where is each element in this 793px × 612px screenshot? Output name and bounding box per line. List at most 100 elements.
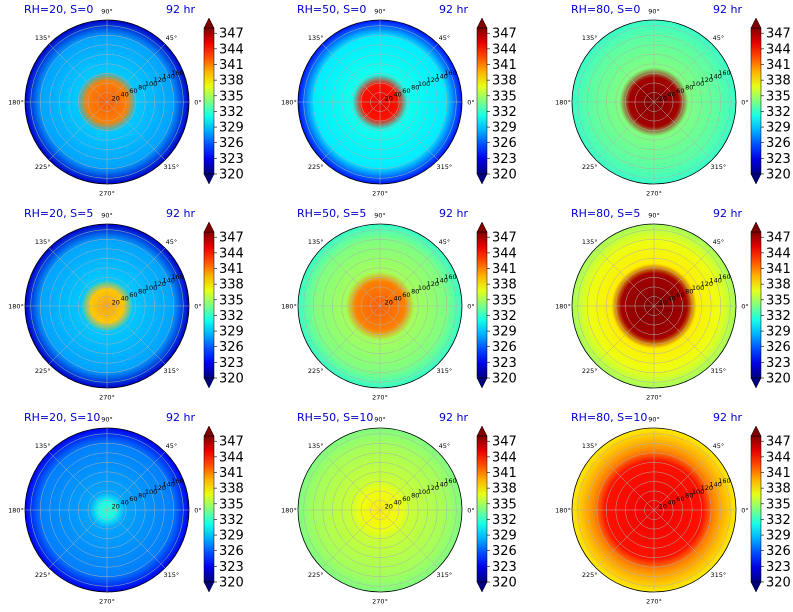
radius-tick-label: 160 — [718, 477, 730, 485]
angle-tick-label: 45° — [713, 442, 725, 450]
angle-tick-label: 225° — [582, 367, 598, 375]
colorbar-tick-label: 332 — [766, 513, 791, 528]
angular-grid-line — [653, 43, 713, 103]
polar-panel: RH=20, S=0 92 hr 90° 45° 0° 315° 270° 225° 180° 1… — [0, 0, 264, 204]
radius-tick-label: 80 — [685, 491, 693, 499]
angle-tick-label: 270° — [99, 598, 115, 606]
colorbar-tick-label: 344 — [766, 246, 791, 261]
colorbar-tick-label: 323 — [492, 356, 517, 371]
angular-grid-line — [379, 509, 439, 569]
colorbar-tick-label: 320 — [766, 372, 791, 387]
angle-tick-label: 180° — [281, 99, 297, 107]
panel-title: RH=80, S=10 — [571, 411, 648, 424]
radius-tick-label: 40 — [393, 499, 401, 507]
angle-tick-label: 0° — [467, 303, 474, 311]
radius-tick-label: 40 — [393, 91, 401, 99]
colorbar-tick-label: 338 — [766, 74, 791, 89]
radius-tick-label: 40 — [120, 499, 128, 507]
radius-tick-label: 160 — [444, 273, 456, 281]
panel-title: RH=20, S=0 — [24, 3, 94, 16]
angle-tick-label: 0° — [741, 507, 748, 515]
radius-tick-label: 40 — [667, 91, 675, 99]
radius-tick-label: 120 — [427, 280, 439, 288]
radius-tick-label: 140 — [162, 72, 174, 80]
angle-tick-label: 0° — [194, 507, 201, 515]
angular-grid-line — [379, 305, 439, 365]
radius-tick-label: 160 — [444, 477, 456, 485]
colorbar-extend-min — [750, 377, 762, 389]
angle-tick-label: 315° — [437, 163, 453, 171]
radius-tick-label: 140 — [709, 72, 721, 80]
colorbar — [750, 435, 762, 583]
radius-tick-label: 140 — [435, 72, 447, 80]
angle-tick-label: 45° — [166, 442, 178, 450]
colorbar-tick-label: 329 — [219, 529, 244, 544]
radius-tick-label: 160 — [171, 69, 183, 77]
colorbar — [476, 231, 488, 379]
radius-tick-label: 20 — [385, 502, 393, 510]
angle-tick-label: 225° — [308, 571, 324, 579]
colorbar-tick-label: 329 — [766, 529, 791, 544]
polar-panel: RH=50, S=5 92 hr 90° 45° 0° 315° 270° 225° 180° 1… — [273, 204, 537, 408]
angle-tick-label: 0° — [194, 99, 201, 107]
radius-tick-label: 20 — [112, 94, 120, 102]
colorbar-tick-label: 326 — [492, 340, 517, 355]
angular-grid-line — [595, 101, 655, 161]
colorbar — [476, 27, 488, 175]
colorbar-tick-label: 329 — [492, 529, 517, 544]
panel-title: RH=50, S=10 — [297, 411, 374, 424]
angle-tick-label: 90° — [374, 8, 386, 16]
radius-tick-label: 60 — [402, 87, 410, 95]
colorbar-extend-max — [203, 425, 215, 437]
colorbar-tick-label: 344 — [492, 42, 517, 57]
radius-tick-label: 20 — [385, 298, 393, 306]
radius-tick-label: 20 — [659, 502, 667, 510]
panel-title: RH=80, S=0 — [571, 3, 641, 16]
polar-plot: 90°45°0°315°270°225°180°135°20 40 60 801001… — [8, 416, 244, 606]
radius-tick-label: 120 — [427, 484, 439, 492]
colorbar-tick-label: 329 — [492, 325, 517, 340]
colorbar-tick-label: 320 — [766, 168, 791, 183]
radius-tick-label: 40 — [667, 499, 675, 507]
angular-grid-line — [321, 451, 381, 511]
angular-grid-line — [48, 101, 108, 161]
radius-tick-label: 140 — [435, 276, 447, 284]
angle-tick-label: 225° — [35, 367, 51, 375]
colorbar-extend-max — [750, 221, 762, 233]
radius-tick-label: 80 — [411, 287, 419, 295]
angle-tick-label: 45° — [439, 442, 451, 450]
panel-time: 92 hr — [166, 207, 195, 220]
radius-tick-label: 80 — [138, 491, 146, 499]
radius-tick-label: 20 — [659, 298, 667, 306]
angular-grid-line — [48, 509, 108, 569]
angle-tick-label: 225° — [35, 571, 51, 579]
radius-tick-label: 20 — [112, 298, 120, 306]
colorbar-tick-label: 347 — [766, 435, 791, 450]
angle-tick-label: 0° — [741, 303, 748, 311]
angle-tick-label: 45° — [439, 34, 451, 42]
colorbar-extend-max — [750, 425, 762, 437]
radius-tick-label: 60 — [402, 495, 410, 503]
colorbar-tick-label: 344 — [219, 42, 244, 57]
radius-tick-label: 120 — [701, 280, 713, 288]
angular-grid-line — [653, 509, 713, 569]
colorbar-tick-label: 323 — [219, 560, 244, 575]
colorbar-tick-label: 326 — [219, 136, 244, 151]
colorbar-tick-label: 338 — [766, 278, 791, 293]
angle-tick-label: 180° — [8, 303, 24, 311]
colorbar-extend-max — [476, 425, 488, 437]
polar-panel: RH=80, S=10 92 hr 90° 45° 0° 315° 270° 225° 180°… — [547, 408, 793, 612]
panel-time: 92 hr — [713, 3, 742, 16]
panel-time: 92 hr — [713, 207, 742, 220]
angular-grid-line — [48, 451, 108, 511]
colorbar-extend-max — [476, 221, 488, 233]
radius-tick-label: 80 — [411, 491, 419, 499]
radius-tick-label: 60 — [676, 495, 684, 503]
colorbar-tick-label: 347 — [219, 27, 244, 42]
colorbar-extend-max — [476, 17, 488, 29]
polar-panel: RH=80, S=0 92 hr 90° 45° 0° 315° 270° 225° 180° 1… — [547, 0, 793, 204]
colorbar — [750, 231, 762, 379]
angle-tick-label: 0° — [467, 507, 474, 515]
radius-tick-label: 120 — [427, 76, 439, 84]
panel-time: 92 hr — [439, 411, 468, 424]
